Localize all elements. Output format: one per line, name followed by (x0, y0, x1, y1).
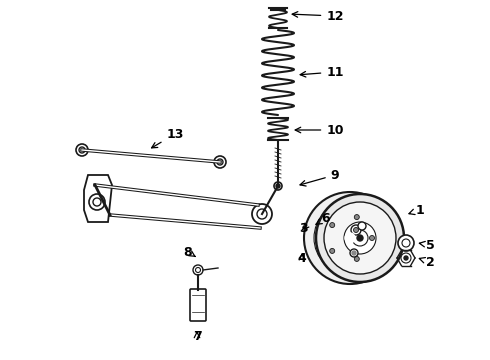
Circle shape (214, 156, 226, 168)
Text: 13: 13 (151, 127, 184, 148)
Circle shape (342, 230, 358, 246)
Polygon shape (84, 175, 112, 222)
Circle shape (344, 222, 376, 254)
Circle shape (353, 228, 359, 233)
Text: 7: 7 (193, 329, 201, 342)
Circle shape (252, 204, 272, 224)
Circle shape (351, 225, 361, 235)
Text: 4: 4 (297, 252, 306, 265)
Circle shape (350, 249, 358, 257)
Circle shape (330, 248, 335, 253)
Circle shape (354, 215, 359, 220)
Circle shape (352, 251, 356, 255)
Text: 3: 3 (300, 221, 309, 234)
Circle shape (369, 235, 374, 240)
Text: 11: 11 (300, 66, 344, 78)
FancyBboxPatch shape (190, 289, 206, 321)
Circle shape (314, 202, 386, 274)
Circle shape (402, 239, 410, 247)
Circle shape (345, 233, 355, 243)
Circle shape (358, 222, 366, 230)
Circle shape (324, 202, 396, 274)
Text: 6: 6 (316, 212, 330, 225)
Text: 10: 10 (295, 123, 344, 136)
Text: 2: 2 (419, 256, 434, 269)
Circle shape (76, 144, 88, 156)
Text: 1: 1 (409, 203, 424, 216)
Circle shape (352, 230, 368, 246)
Text: 5: 5 (419, 239, 434, 252)
Circle shape (398, 235, 414, 251)
Circle shape (357, 235, 363, 241)
Circle shape (316, 194, 404, 282)
Text: 12: 12 (292, 9, 344, 23)
Circle shape (89, 194, 105, 210)
Circle shape (401, 253, 411, 263)
Circle shape (404, 256, 408, 260)
Circle shape (304, 192, 396, 284)
Circle shape (354, 256, 359, 261)
Circle shape (330, 222, 335, 228)
Circle shape (334, 222, 366, 254)
Circle shape (276, 184, 280, 188)
Text: 8: 8 (184, 246, 195, 258)
Circle shape (193, 265, 203, 275)
Text: 9: 9 (300, 168, 339, 186)
